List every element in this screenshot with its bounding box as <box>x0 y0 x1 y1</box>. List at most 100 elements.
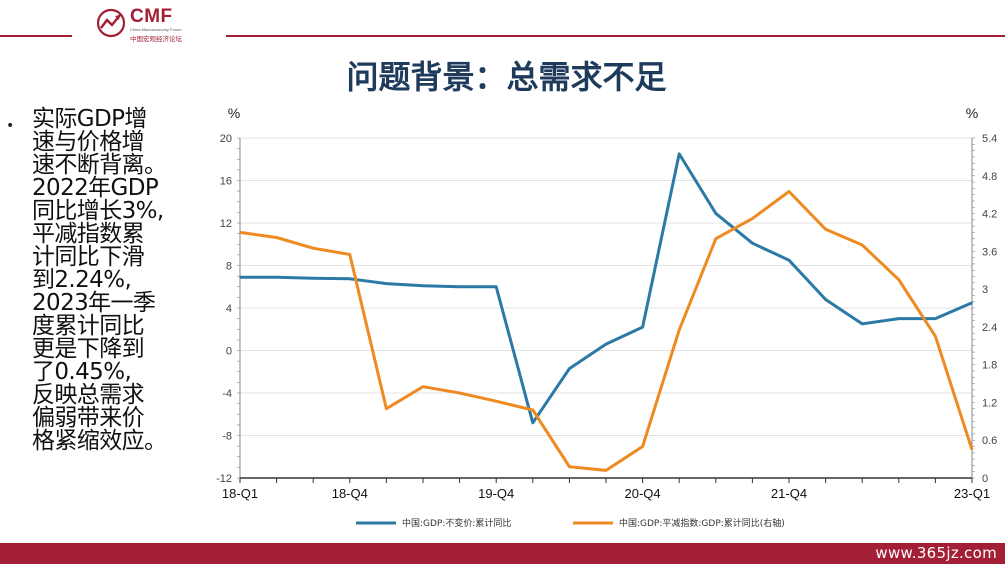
data-point <box>678 329 680 331</box>
data-point <box>568 367 571 370</box>
data-point <box>605 469 607 472</box>
data-point <box>788 190 790 193</box>
data-point <box>312 247 315 249</box>
data-point <box>824 228 827 231</box>
bullet-dot-icon: • <box>6 118 15 134</box>
data-point <box>458 392 461 394</box>
y-right-tick-label: 0 <box>982 473 988 485</box>
bullet-text-line: 反映总需求 <box>32 382 145 408</box>
cmf-logo-mark-icon <box>96 8 126 38</box>
bullet-text-line: 到2.24%, <box>32 267 132 293</box>
bullet-text-line: 实际GDP增 <box>32 106 147 132</box>
data-point <box>568 465 571 468</box>
data-point <box>971 301 973 304</box>
logo-subtitle-en: China Macroeconomy Forum <box>130 27 182 32</box>
x-tick-label: 20-Q4 <box>625 486 661 501</box>
bullet-text-line: 速与价格增 <box>32 129 145 155</box>
data-point <box>239 276 241 278</box>
bullet-text-line: 2023年一季 <box>32 290 156 316</box>
data-point <box>934 335 937 338</box>
data-point <box>532 409 534 411</box>
x-tick-label: 23-Q1 <box>954 486 990 501</box>
data-point <box>458 285 461 288</box>
data-point <box>532 421 534 424</box>
y-right-tick-label: 0.6 <box>982 435 997 447</box>
y-right-tick-label: 5.4 <box>982 133 997 145</box>
y-right-tick-label: 2.4 <box>982 322 997 334</box>
data-point <box>641 445 644 448</box>
chart-axes: -12 -8 -4 0 4 8 12 16 20 0 0.6 1.2 1.8 2.4 3 3.6 4.2 4.8 5… <box>216 105 997 501</box>
legend-label-gdp: 中国:GDP:不变价:累计同比 <box>402 517 511 529</box>
x-tick-label: 21-Q4 <box>771 486 807 501</box>
chart-series <box>239 152 974 472</box>
y-left-tick-label: 8 <box>226 261 232 273</box>
watermark: www.365jz.com <box>875 544 997 562</box>
footer-bar <box>0 543 1005 564</box>
bullet-text: 实际GDP增 速与价格增 速不断背离。 2022年GDP 同比增长3%, 平减指数累 计同比… <box>32 108 202 453</box>
y-left-unit-label: % <box>228 105 240 121</box>
x-tick-label: 19-Q4 <box>478 486 514 501</box>
y-left-tick-label: 20 <box>220 133 232 145</box>
chart-legend: 中国:GDP:不变价:累计同比 中国:GDP:平减指数:GDP:累计同比(右轴) <box>356 517 785 529</box>
y-left-tick-label: -4 <box>222 388 232 400</box>
slide-title: 问题背景：总需求不足 <box>346 58 667 96</box>
data-point <box>751 217 754 220</box>
data-point <box>495 285 498 288</box>
bullet-text-line: 格紧缩效应。 <box>32 428 167 454</box>
series-line-deflator <box>239 190 974 472</box>
logo-title: CMF <box>130 6 173 27</box>
data-point <box>678 153 680 155</box>
data-point <box>385 407 388 410</box>
data-point <box>898 317 900 320</box>
data-point <box>715 237 717 240</box>
y-left-tick-label: 4 <box>226 303 232 315</box>
data-point <box>861 244 863 246</box>
bullet-text-line: 更是下降到 <box>32 336 145 362</box>
bullet-text-line: 计同比下滑 <box>32 244 145 270</box>
data-point <box>715 212 717 215</box>
header-rule-right <box>226 35 1005 37</box>
data-point <box>239 231 241 234</box>
series-line-gdp <box>240 152 973 425</box>
data-point <box>934 317 937 320</box>
data-point <box>275 236 278 239</box>
y-right-tick-label: 4.2 <box>982 209 997 221</box>
y-left-tick-label: 0 <box>226 346 232 358</box>
data-point <box>751 242 754 244</box>
y-right-tick-label: 3.6 <box>982 246 997 258</box>
bullet-text-line: 偏弱带来价 <box>32 405 145 431</box>
bullet-text-line: 速不断背离。 <box>32 152 167 178</box>
y-right-tick-label: 3 <box>982 284 988 296</box>
y-left-tick-label: 12 <box>220 218 232 230</box>
gdp-deflator-chart: -12 -8 -4 0 4 8 12 16 20 0 0.6 1.2 1.8 2.4 3 3.6 4.2 4.8 5… <box>216 105 997 529</box>
x-tick-label: 18-Q4 <box>332 486 368 501</box>
data-point <box>971 448 973 451</box>
y-left-tick-label: -8 <box>222 431 232 443</box>
data-point <box>605 343 607 345</box>
data-point <box>422 284 424 287</box>
y-right-tick-label: 4.8 <box>982 171 997 183</box>
logo-subtitle-cn: 中国宏观经济论坛 <box>130 35 182 43</box>
bullet-text-line: 度累计同比 <box>32 313 145 339</box>
x-tick-label: 18-Q1 <box>222 486 258 501</box>
bullet-text-line: 同比增长3%, <box>32 198 164 224</box>
header-rule-left <box>0 35 72 37</box>
legend-label-deflator: 中国:GDP:平减指数:GDP:累计同比(右轴) <box>619 517 785 529</box>
bullet-text-line: 2022年GDP <box>32 175 159 201</box>
y-right-tick-label: 1.2 <box>982 397 997 409</box>
data-point <box>861 323 863 325</box>
data-point <box>312 277 315 280</box>
data-point <box>422 385 424 388</box>
data-point <box>349 277 351 280</box>
chart-grid <box>240 137 972 479</box>
data-point <box>275 276 278 278</box>
y-left-tick-label: 16 <box>220 176 232 188</box>
data-point <box>641 326 644 328</box>
data-point <box>385 282 388 285</box>
y-right-unit-label: % <box>966 105 978 121</box>
data-point <box>495 400 498 402</box>
y-right-tick-label: 1.8 <box>982 360 997 372</box>
cmf-logo: CMF China Macroeconomy Forum 中国宏观经济论坛 <box>96 6 226 44</box>
bullet-text-line: 了0.45%, <box>32 359 132 385</box>
bullet-text-line: 平减指数累 <box>32 221 145 247</box>
